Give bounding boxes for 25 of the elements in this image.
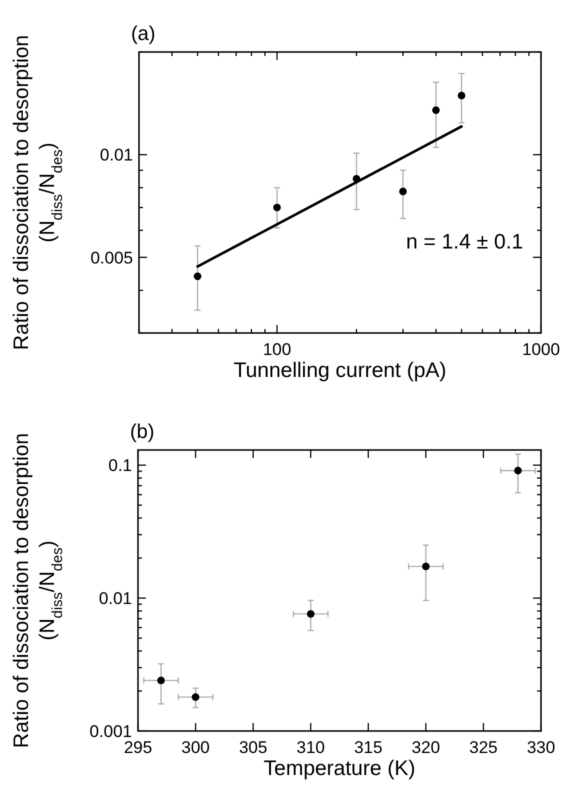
x-tick-label: 295 [124, 738, 152, 757]
x-axis-title: Temperature (K) [264, 757, 416, 780]
y-tick-label: 0.005 [90, 248, 133, 268]
x-axis-title: Tunnelling current (pA) [234, 359, 446, 382]
annotation: n = 1.4 ± 0.1 [406, 230, 524, 254]
x-tick-label: 330 [526, 738, 556, 757]
x-tick-label: 320 [412, 738, 440, 757]
y-tick-label: 0.1 [108, 456, 132, 476]
point [306, 610, 315, 618]
y-tick-label: 0.001 [89, 722, 132, 741]
y-tick-label: 0.01 [98, 589, 132, 608]
x-tick-label: 310 [296, 738, 325, 757]
chart-title: (a) [131, 23, 156, 45]
point [514, 466, 522, 474]
point [422, 562, 430, 570]
x-tick-label: 100 [262, 340, 292, 359]
point [192, 693, 200, 701]
x-tick-label: 1000 [522, 340, 560, 359]
x-tick-label: 315 [354, 738, 382, 757]
point [157, 676, 165, 684]
x-tick-label: 300 [181, 738, 210, 757]
x-tick-label: 325 [469, 738, 498, 757]
y-tick-label: 0.01 [100, 146, 133, 165]
chart-title: (b) [130, 421, 154, 443]
x-tick-label: 305 [238, 738, 268, 757]
